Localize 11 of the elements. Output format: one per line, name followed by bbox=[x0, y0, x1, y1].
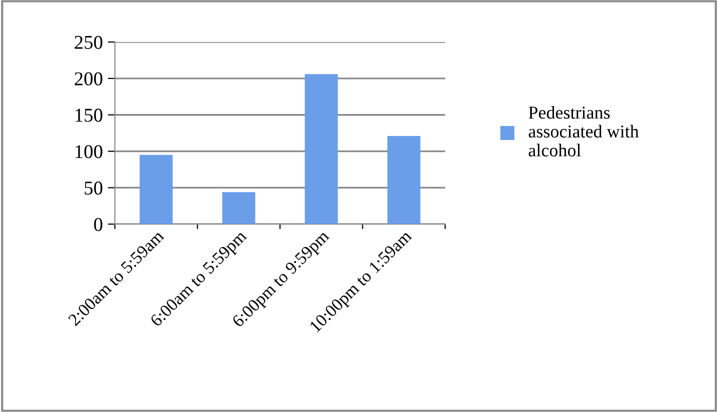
bar bbox=[304, 74, 338, 224]
y-tick-label: 50 bbox=[84, 182, 102, 195]
bar bbox=[387, 136, 420, 224]
y-tick-label: 150 bbox=[76, 108, 102, 122]
bar bbox=[222, 192, 256, 224]
legend-label: Pedestrians associated with alcohol bbox=[528, 106, 639, 156]
y-tick-label: 100 bbox=[76, 145, 102, 158]
y-tick-label: 250 bbox=[74, 36, 102, 49]
bar bbox=[140, 154, 173, 224]
y-tick-label: 200 bbox=[74, 72, 102, 86]
y-tick-label: 0 bbox=[94, 218, 102, 232]
